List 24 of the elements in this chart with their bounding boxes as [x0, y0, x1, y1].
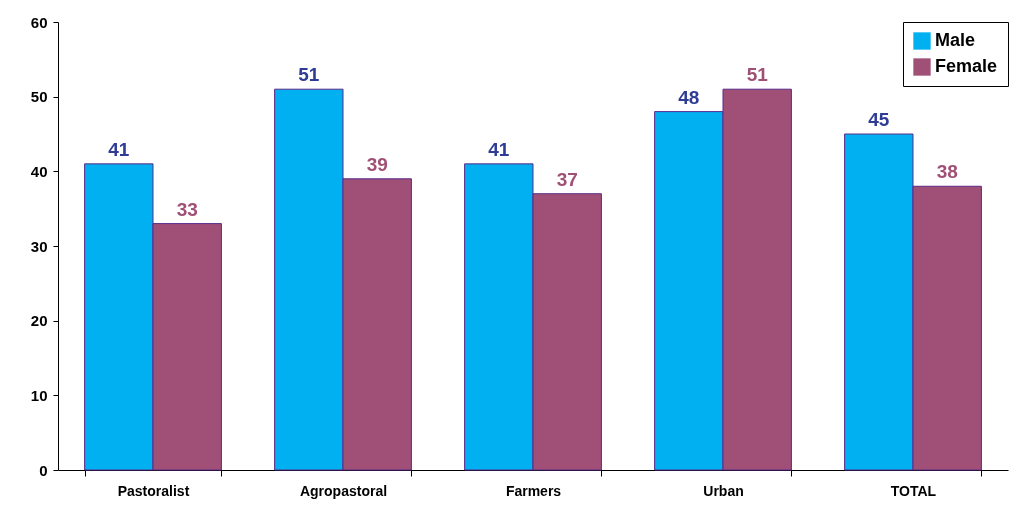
y-tick-label: 40: [30, 162, 48, 180]
x-tick-label: Urban: [703, 482, 744, 499]
y-tick-label: 30: [30, 237, 48, 255]
data-label: 41: [108, 138, 130, 160]
data-label: 33: [176, 198, 198, 220]
data-label: 45: [868, 109, 890, 130]
data-label: 51: [298, 64, 320, 86]
y-tick-label: 60: [30, 13, 48, 31]
x-tick-label: Pastoralist: [117, 482, 190, 499]
legend-label: Female: [935, 56, 998, 76]
y-tick-label: 10: [30, 386, 48, 404]
data-label: 51: [746, 64, 769, 86]
y-tick-label: 20: [30, 312, 48, 330]
x-tick-label: Farmers: [505, 482, 562, 499]
data-label: 41: [488, 138, 510, 160]
data-label: 48: [678, 86, 700, 108]
legend-label: Male: [935, 30, 976, 50]
data-label: 38: [936, 161, 958, 183]
data-label: 37: [556, 168, 578, 190]
x-tick-label: Agropastoral: [299, 482, 388, 499]
data-label: 39: [366, 153, 388, 175]
y-tick-label: 0: [39, 461, 48, 479]
x-tick-label: TOTAL: [890, 482, 937, 499]
y-tick-label: 50: [30, 88, 48, 106]
